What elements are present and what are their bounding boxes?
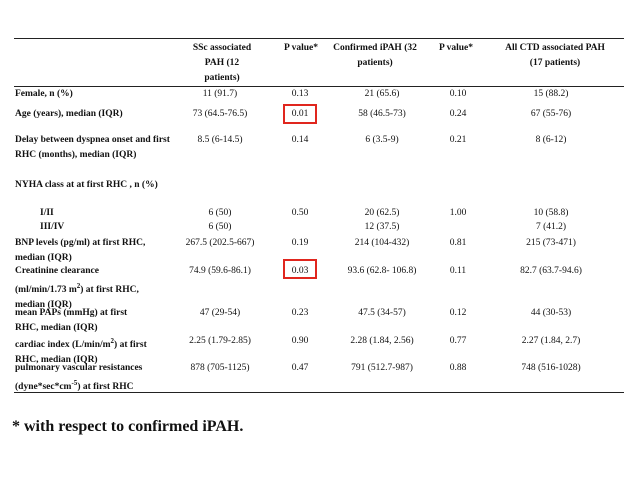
cell-creatinine-p1: 0.03: [291, 266, 309, 276]
cell-nyha-iii-iv-ctd: 7 (41.2): [535, 222, 567, 232]
cell-nyha-p1: 0.50: [291, 208, 309, 218]
cell-delay-ssc: 8.5 (6-14.5): [197, 135, 243, 145]
cell-female-ipah: 21 (65.6): [364, 89, 400, 99]
cell-cardiac-ctd: 2.27 (1.84, 2.7): [521, 336, 581, 346]
header-confirmed-ipah: Confirmed iPAH (32 patients): [333, 43, 417, 68]
cell-creatinine-ctd: 82.7 (63.7-94.6): [520, 266, 582, 276]
cardiac-label-part: cardiac index (L/min/m: [15, 340, 111, 351]
cell-creatinine-p2: 0.11: [449, 266, 467, 276]
row-label-creatinine-line3: median (IQR): [15, 300, 72, 311]
cell-bnp-ipah: 214 (104-432): [354, 238, 410, 248]
row-label-age: Age (years), median (IQR): [15, 109, 123, 119]
cell-nyha-iii-iv-ssc: 6 (50): [208, 222, 232, 232]
cell-bnp-p2: 0.81: [449, 238, 467, 248]
creatinine-unit-rest: ) at first RHC,: [80, 285, 139, 296]
header-ssc-pah: SSc associated PAH (12 patients): [192, 43, 252, 83]
row-label-delay: Delay between dyspnea onset and first RH…: [15, 135, 170, 160]
cell-delay-ipah: 6 (3.5-9): [365, 135, 399, 145]
pvr-unit-rest: ) at first RHC: [77, 382, 134, 393]
cell-cardiac-ssc: 2.25 (1.79-2.85): [189, 336, 251, 346]
cell-nyha-i-ii-ctd: 10 (58.8): [533, 208, 569, 218]
row-label-cardiac-index: cardiac index (L/min/m2) at first RHC, m…: [15, 334, 147, 368]
cell-age-p2: 0.24: [449, 109, 467, 119]
cardiac-label-rest: ) at first: [114, 340, 147, 351]
cell-creatinine-ipah: 93.6 (62.8- 106.8): [347, 266, 417, 276]
table-header-rule: [14, 86, 624, 87]
cell-nyha-iii-iv-ipah: 12 (37.5): [364, 222, 400, 232]
highlight-box-creatinine-p: [283, 259, 317, 279]
cell-paps-p2: 0.12: [449, 308, 467, 318]
row-label-paps: mean PAPs (mmHg) at first RHC, median (I…: [15, 306, 127, 336]
cell-pvr-ipah: 791 (512.7-987): [351, 363, 413, 373]
cell-female-p1: 0.13: [291, 89, 309, 99]
cell-paps-ctd: 44 (30-53): [530, 308, 572, 318]
cell-pvr-p2: 0.88: [449, 363, 467, 373]
row-label-cardiac-line2: RHC, median (IQR): [15, 355, 98, 366]
row-label-cardiac-line1: cardiac index (L/min/m2) at first: [15, 334, 147, 353]
row-label-paps-line2: RHC, median (IQR): [15, 323, 98, 333]
highlight-box-age-p: [283, 104, 317, 124]
cell-age-ssc: 73 (64.5-76.5): [192, 109, 248, 119]
cell-pvr-ctd: 748 (516-1028): [521, 363, 581, 373]
cell-paps-ssc: 47 (29-54): [199, 308, 241, 318]
cell-pvr-ssc: 878 (705-1125): [190, 363, 250, 373]
header-p-value-1: P value*: [283, 43, 319, 53]
cell-pvr-p1: 0.47: [291, 363, 309, 373]
row-label-pvr-line1: pulmonary vascular resistances: [15, 363, 143, 373]
cell-paps-p1: 0.23: [291, 308, 309, 318]
cell-creatinine-ssc: 74.9 (59.6-86.1): [189, 266, 251, 276]
table-bottom-rule: [14, 392, 624, 393]
cell-delay-p2: 0.21: [449, 135, 467, 145]
row-label-female: Female, n (%): [15, 89, 73, 99]
table-top-rule: [14, 38, 624, 39]
row-label-pvr: pulmonary vascular resistances (dyne*sec…: [15, 361, 142, 395]
cell-bnp-p1: 0.19: [291, 238, 309, 248]
cell-cardiac-p2: 0.77: [449, 336, 467, 346]
pvr-unit-part: (dyne*sec*cm: [15, 382, 72, 393]
creatinine-unit-part: (ml/min/1.73 m: [15, 285, 77, 296]
cell-female-ssc: 11 (91.7): [202, 89, 238, 99]
cell-cardiac-p1: 0.90: [291, 336, 309, 346]
row-label-creatinine: Creatinine clearance (ml/min/1.73 m2) at…: [15, 264, 139, 313]
row-label-pvr-line2: (dyne*sec*cm-5) at first RHC: [15, 376, 142, 395]
row-label-nyha-i-ii: I/II: [40, 208, 54, 218]
cell-age-ipah: 58 (46.5-73): [358, 109, 406, 119]
row-label-bnp: BNP levels (pg/ml) at first RHC, median …: [15, 238, 146, 263]
cell-female-ctd: 15 (88.2): [533, 89, 569, 99]
table-footnote: * with respect to confirmed iPAH.: [12, 418, 244, 435]
row-label-creatinine-line2: (ml/min/1.73 m2) at first RHC,: [15, 279, 139, 298]
row-label-nyha-iii-iv: III/IV: [40, 222, 65, 232]
header-p-value-2: P value*: [438, 43, 474, 53]
creatinine-unit-sup: 2: [76, 282, 81, 290]
row-label-paps-line1: mean PAPs (mmHg) at first: [15, 308, 128, 318]
cell-female-p2: 0.10: [449, 89, 467, 99]
cell-paps-ipah: 47.5 (34-57): [358, 308, 406, 318]
cell-age-p1: 0.01: [291, 109, 309, 119]
row-label-nyha: NYHA class at at first RHC , n (%): [15, 180, 158, 190]
cell-delay-ctd: 8 (6-12): [535, 135, 567, 145]
cardiac-label-sup: 2: [110, 337, 115, 345]
cell-bnp-ssc: 267.5 (202.5-667): [185, 238, 255, 248]
cell-age-ctd: 67 (55-76): [530, 109, 572, 119]
row-label-creatinine-line1: Creatinine clearance: [15, 266, 99, 276]
pvr-unit-sup: -5: [71, 379, 78, 387]
cell-nyha-i-ii-ipah: 20 (62.5): [364, 208, 400, 218]
cell-bnp-ctd: 215 (73-471): [526, 238, 576, 248]
header-all-ctd-pah: All CTD associated PAH (17 patients): [505, 43, 605, 68]
cell-nyha-i-ii-ssc: 6 (50): [208, 208, 232, 218]
cell-nyha-p2: 1.00: [449, 208, 467, 218]
cell-cardiac-ipah: 2.28 (1.84, 2.56): [350, 336, 414, 346]
cell-delay-p1: 0.14: [291, 135, 309, 145]
